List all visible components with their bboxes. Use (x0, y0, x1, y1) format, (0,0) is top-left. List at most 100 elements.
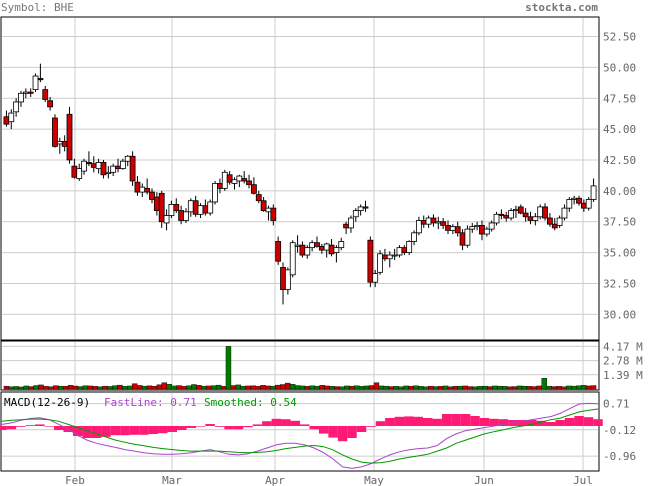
candle-body (445, 225, 451, 231)
candle (231, 177, 238, 190)
candle (576, 195, 582, 206)
candle (590, 178, 597, 202)
candle-body (401, 247, 408, 253)
candle (556, 215, 563, 228)
macd-histogram-bar (404, 416, 414, 426)
volume-bar (136, 385, 143, 390)
candle (566, 197, 573, 212)
macd-histogram-bar (394, 416, 405, 426)
candle (47, 97, 53, 111)
macd-histogram-bar (271, 418, 282, 426)
candle-body (95, 162, 102, 170)
candle-body (333, 247, 340, 253)
macd-histogram-bar (0, 426, 7, 430)
volume-bar (220, 386, 227, 390)
macd-tick-label: -0.12 (603, 424, 636, 437)
volume-bar (334, 386, 340, 390)
volume-bar (18, 386, 24, 390)
volume-bar (294, 385, 301, 390)
candle (372, 269, 379, 288)
candle-body (207, 201, 214, 214)
candle (251, 177, 257, 195)
candle-body (37, 78, 44, 81)
candle-body (304, 247, 311, 256)
volume-bar (378, 385, 385, 390)
candle-body (338, 241, 345, 249)
candle (508, 208, 514, 221)
macd-fast-line (1, 402, 599, 469)
macd-histogram-bar (82, 426, 92, 438)
candle-body (435, 221, 442, 224)
volume-bar (536, 385, 542, 390)
volume-bar (358, 386, 365, 390)
candle (81, 158, 87, 175)
candle (561, 204, 568, 221)
candle-body (265, 207, 272, 213)
candle-body (571, 197, 578, 200)
candle-body (590, 185, 597, 200)
candle-body (513, 208, 519, 212)
macd-histogram-bar (479, 418, 490, 426)
macd-histogram-bar (148, 426, 159, 434)
candle (454, 221, 461, 237)
candle-body (522, 212, 529, 218)
candle-body (314, 242, 320, 247)
candle-body (42, 89, 49, 100)
candle-body (411, 232, 417, 242)
macd-smooth-line (1, 408, 599, 464)
volume-bar (418, 386, 424, 390)
candle (13, 98, 20, 117)
volume-bar (437, 386, 444, 390)
candle-body (221, 171, 228, 189)
volume-bar (13, 386, 20, 390)
candle-body (110, 165, 117, 173)
macd-histogram-bar (385, 418, 395, 426)
candle (585, 197, 592, 211)
macd-histogram-bar (158, 426, 168, 434)
volume-bar (255, 386, 261, 390)
candle-body (493, 213, 500, 224)
volume-bar (77, 386, 84, 390)
volume-bar (8, 386, 15, 390)
candle-body (454, 226, 461, 234)
candle-body (3, 116, 10, 125)
volume-bar (585, 385, 592, 390)
candle (144, 178, 151, 195)
volume-bar (181, 386, 187, 390)
candle-body (294, 244, 301, 247)
candle-body (537, 206, 544, 218)
candle (547, 213, 553, 227)
candle (212, 180, 218, 205)
candle (551, 218, 558, 231)
candle (391, 248, 398, 260)
candle-body (270, 207, 277, 221)
candle-body (226, 174, 233, 183)
candle-body (115, 165, 121, 170)
volume-bar (546, 385, 552, 390)
candle-body (328, 244, 335, 255)
macd-histogram-bar (309, 426, 319, 430)
volume-bar (511, 386, 518, 390)
candle (532, 213, 539, 226)
candle-body (309, 242, 316, 249)
macd-histogram-bar (536, 420, 546, 426)
volume-bar (201, 385, 207, 390)
macd-histogram-bar (205, 424, 215, 426)
macd-histogram-bar (413, 416, 423, 426)
candle (498, 209, 505, 220)
volume-bar (309, 385, 316, 390)
volume-bar (576, 385, 582, 390)
price-tick-label: 30.00 (603, 308, 636, 321)
candle (129, 151, 136, 186)
volume-bar (319, 385, 325, 390)
macd-histogram-bar (432, 418, 442, 426)
candle-body (13, 101, 20, 113)
volume-bar (373, 382, 380, 390)
macd-histogram-bar (281, 419, 291, 426)
candle (362, 200, 369, 212)
volume-bar (260, 385, 266, 390)
macd-histogram-bar (498, 419, 509, 426)
candle-body (90, 163, 97, 168)
candle-body (382, 254, 388, 260)
volume-bar (398, 386, 404, 390)
